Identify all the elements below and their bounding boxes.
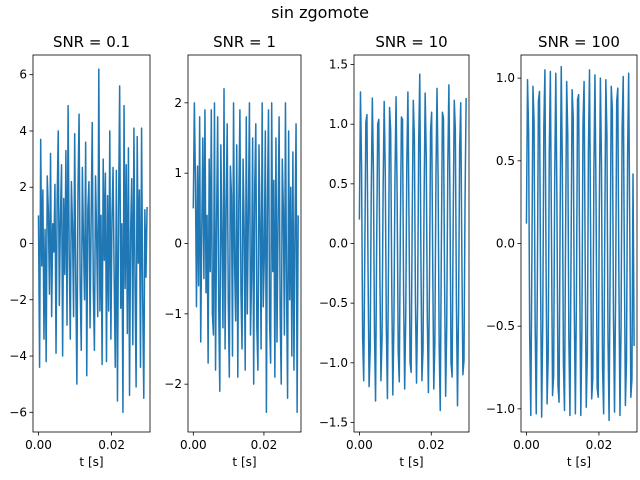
x-axis-label: t [s]	[232, 455, 256, 469]
subplot-4: −1.0 −0.5 0.0 0.5 1.0 0.00 0.02 SNR = 100 t [s]	[486, 33, 638, 469]
subplot-title: SNR = 1	[213, 33, 276, 51]
x-tick-label: 0.02	[418, 438, 445, 452]
y-tick-label: −2	[9, 293, 27, 307]
subplot-2: −2 −1 0 1 2 0.00 0.02 SNR = 1 t [s]	[164, 33, 302, 469]
series-line	[192, 88, 299, 414]
y-tick-label: 0.5	[496, 154, 515, 168]
y-tick-label: −4	[9, 349, 27, 363]
y-tick-label: −0.5	[319, 296, 348, 310]
subplot-title: SNR = 100	[538, 33, 620, 51]
x-tick-label: 0.02	[586, 438, 613, 452]
y-tick-label: −1.5	[319, 415, 348, 429]
series-line	[358, 73, 467, 412]
y-tick-label: 6	[19, 68, 27, 82]
series-line	[37, 68, 148, 414]
y-tick-label: 0	[174, 237, 182, 251]
x-tick-label: 0.00	[513, 438, 540, 452]
subplot-title: SNR = 10	[375, 33, 447, 51]
series-line	[525, 65, 635, 422]
y-tick-label: 0	[19, 237, 27, 251]
y-tick-label: −2	[164, 377, 182, 391]
subplot-3: −1.5 −1.0 −0.5 0.0 0.5 1.0 1.5 0.00 0.02 SNR = 10…	[319, 33, 470, 469]
subplot-1: −6 −4 −2 0 2 4 6 0.00 0.02 SNR = 0.1 t [s]	[9, 33, 151, 469]
x-axis-label: t [s]	[79, 455, 103, 469]
x-tick-label: 0.02	[251, 438, 278, 452]
x-tick-label: 0.00	[346, 438, 373, 452]
x-axis-label: t [s]	[567, 455, 591, 469]
x-tick-label: 0.00	[180, 438, 207, 452]
y-tick-label: −1.0	[319, 356, 348, 370]
y-tick-label: 1	[174, 166, 182, 180]
subplot-title: SNR = 0.1	[53, 33, 130, 51]
y-tick-label: −0.5	[486, 319, 515, 333]
figure-suptitle: sin zgomote	[271, 3, 369, 22]
y-tick-label: 1.0	[329, 117, 348, 131]
x-tick-label: 0.00	[25, 438, 52, 452]
x-axis-label: t [s]	[399, 455, 423, 469]
y-tick-label: −6	[9, 405, 27, 419]
y-tick-label: −1.0	[486, 402, 515, 416]
y-tick-label: 0.5	[329, 177, 348, 191]
y-tick-label: 1.5	[329, 58, 348, 72]
y-tick-label: 4	[19, 124, 27, 138]
y-tick-label: 0.0	[329, 237, 348, 251]
y-tick-label: 1.0	[496, 71, 515, 85]
x-tick-label: 0.02	[98, 438, 125, 452]
y-tick-label: −1	[164, 307, 182, 321]
y-tick-label: 2	[19, 180, 27, 194]
y-tick-label: 0.0	[496, 237, 515, 251]
y-tick-label: 2	[174, 96, 182, 110]
